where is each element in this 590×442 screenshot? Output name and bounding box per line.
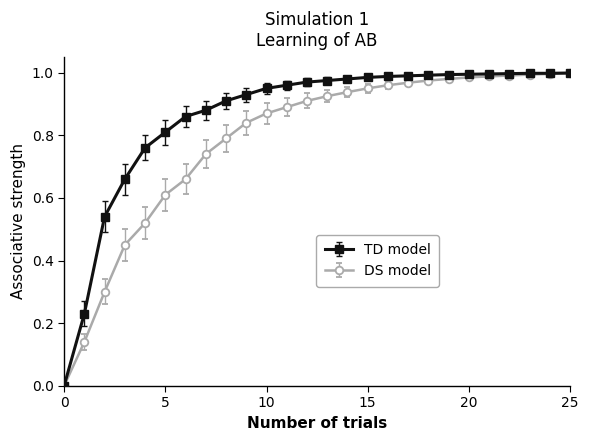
Title: Simulation 1
Learning of AB: Simulation 1 Learning of AB [257, 11, 378, 50]
Legend: TD model, DS model: TD model, DS model [316, 235, 439, 287]
Y-axis label: Associative strength: Associative strength [11, 144, 26, 300]
X-axis label: Number of trials: Number of trials [247, 416, 387, 431]
